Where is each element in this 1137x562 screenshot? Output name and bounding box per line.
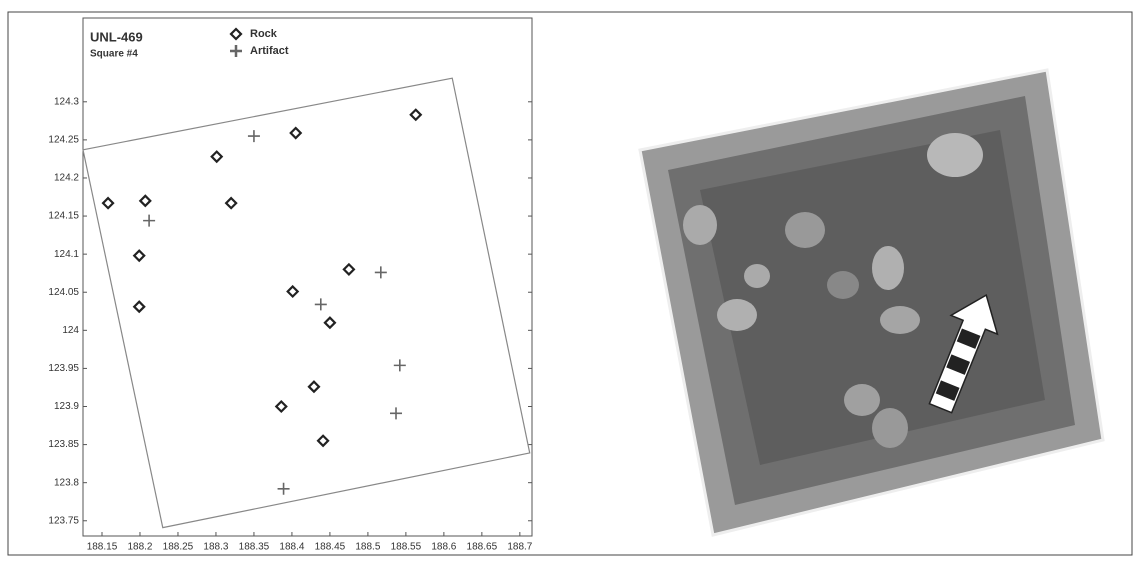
stone [872, 408, 908, 448]
y-tick-label: 124.3 [54, 96, 79, 107]
legend-label: Artifact [250, 45, 289, 57]
rock-marker [409, 108, 423, 122]
y-tick-label: 123.8 [54, 477, 79, 488]
x-tick-label: 188.3 [203, 542, 228, 553]
square-outline [82, 77, 531, 529]
stone [717, 299, 757, 331]
x-tick-label: 188.25 [163, 542, 194, 553]
y-tick-label: 124.05 [48, 287, 79, 298]
rock-marker [132, 249, 146, 263]
stone [827, 271, 859, 299]
rock-marker [274, 399, 288, 414]
stone [872, 246, 904, 290]
x-tick-label: 188.45 [315, 542, 346, 553]
plot-frame [82, 17, 533, 537]
legend-marker [230, 45, 242, 57]
y-tick-label: 124.2 [54, 173, 79, 184]
rock-marker [307, 380, 321, 394]
y-tick-label: 124.25 [48, 135, 79, 146]
y-tick-label: 123.9 [54, 401, 79, 412]
rock-marker [138, 194, 152, 208]
x-tick-label: 188.35 [239, 542, 270, 553]
rock-marker [289, 126, 303, 140]
stone [683, 205, 717, 245]
y-tick-label: 124 [62, 325, 79, 336]
legend-marker [229, 27, 243, 41]
legend-label: Rock [250, 28, 278, 40]
artifact-marker [374, 266, 387, 279]
artifact-marker [314, 298, 327, 311]
x-tick-label: 188.2 [127, 542, 152, 553]
y-tick-label: 124.15 [48, 211, 79, 222]
chart-title: UNL-469 [90, 29, 143, 44]
y-tick-label: 123.85 [48, 439, 79, 450]
y-tick-label: 124.1 [54, 249, 79, 260]
x-tick-label: 188.15 [87, 542, 118, 553]
x-tick-label: 188.6 [431, 542, 456, 553]
x-tick-label: 188.5 [355, 542, 380, 553]
artifact-marker [143, 214, 156, 227]
site-photo [638, 68, 1105, 537]
x-tick-label: 188.55 [391, 542, 422, 553]
stone [927, 133, 983, 177]
y-tick-label: 123.95 [48, 363, 79, 374]
rock-marker [286, 284, 300, 299]
rock-marker [224, 196, 238, 210]
stone [844, 384, 880, 416]
rock-marker [342, 262, 356, 276]
artifact-marker [277, 482, 290, 495]
x-tick-label: 188.65 [467, 542, 498, 553]
x-tick-label: 188.4 [279, 542, 304, 553]
rock-marker [132, 300, 146, 314]
x-tick-label: 188.7 [507, 542, 532, 553]
artifact-marker [390, 407, 403, 420]
stone [880, 306, 920, 334]
rock-marker [316, 434, 330, 448]
figure-frame [7, 11, 1133, 556]
rock-marker [101, 196, 115, 210]
stone [785, 212, 825, 248]
chart-subtitle: Square #4 [90, 49, 138, 60]
rock-marker [323, 316, 337, 330]
rock-marker [210, 150, 224, 164]
artifact-marker [393, 359, 406, 372]
y-tick-label: 123.75 [48, 515, 79, 526]
artifact-marker [247, 130, 260, 143]
stone [744, 264, 770, 288]
chart: 123.75 123.8 123.85 123.9 123.95 124 124.05 124… [48, 17, 533, 553]
north-arrow [928, 293, 999, 414]
